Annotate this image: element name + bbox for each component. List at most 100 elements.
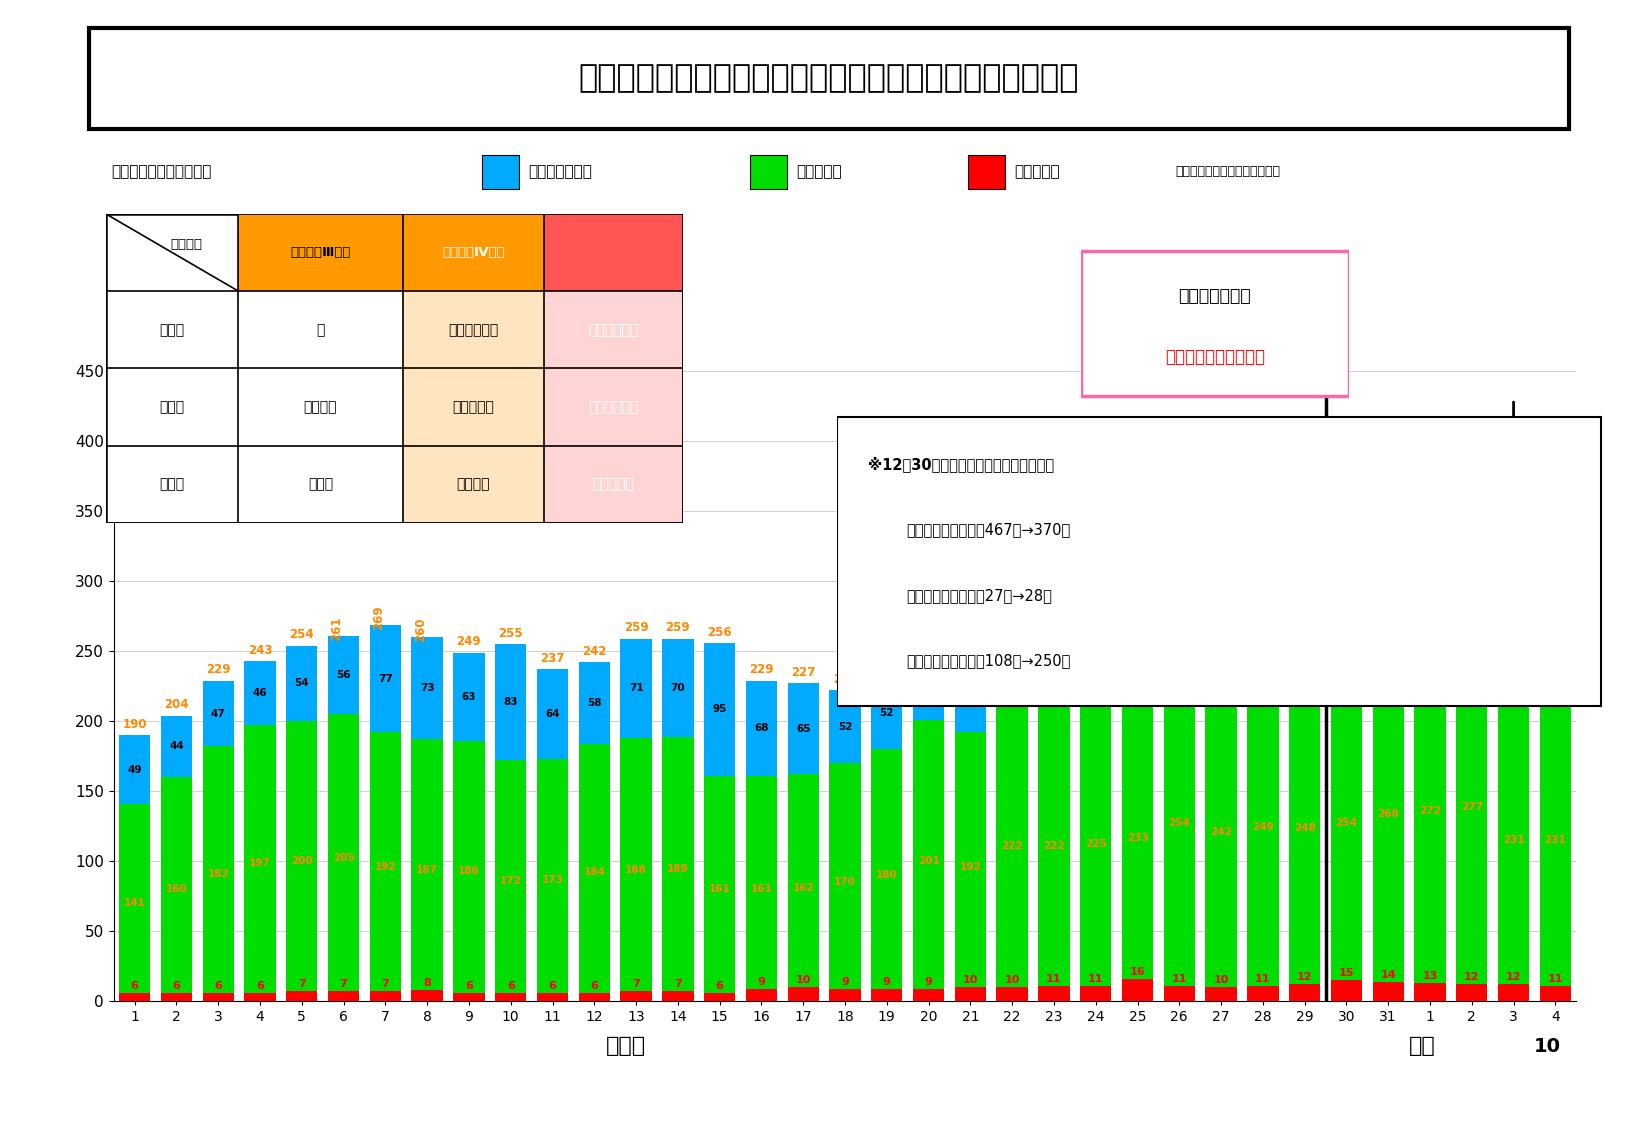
- Bar: [496, 993, 526, 1001]
- Bar: [403, 369, 544, 446]
- Text: 259: 259: [624, 621, 648, 634]
- Text: 231: 231: [1503, 835, 1524, 845]
- Text: 201: 201: [918, 855, 939, 865]
- Text: ：宿泊療養者数: ：宿泊療養者数: [528, 164, 592, 179]
- Text: 入院者: 入院者: [159, 400, 185, 414]
- Bar: [239, 214, 403, 291]
- Text: 9: 9: [925, 976, 933, 987]
- Text: 180: 180: [876, 871, 897, 880]
- Bar: [996, 628, 1029, 691]
- Text: 267: 267: [999, 609, 1012, 632]
- Text: 83: 83: [504, 698, 518, 708]
- Text: 259: 259: [666, 621, 691, 634]
- Bar: [1164, 986, 1194, 1001]
- Bar: [453, 741, 484, 1001]
- Bar: [1456, 984, 1487, 1001]
- Bar: [1540, 519, 1571, 678]
- Text: 335: 335: [1250, 513, 1263, 538]
- Bar: [483, 154, 520, 189]
- Bar: [746, 681, 777, 776]
- Text: １月３日（日）: １月３日（日）: [1178, 287, 1251, 305]
- Bar: [1121, 675, 1154, 1001]
- Bar: [913, 720, 944, 1001]
- Bar: [411, 990, 442, 1001]
- Text: 268: 268: [1378, 809, 1399, 819]
- Text: 16: 16: [1129, 966, 1146, 976]
- Text: 9: 9: [842, 976, 848, 987]
- Text: 12: 12: [1297, 972, 1313, 982]
- Text: 54: 54: [294, 678, 309, 688]
- Bar: [578, 663, 609, 744]
- Text: 261: 261: [330, 616, 343, 641]
- Bar: [1038, 611, 1069, 691]
- Text: 204: 204: [164, 699, 188, 711]
- Bar: [578, 744, 609, 1001]
- Text: 189: 189: [666, 864, 689, 874]
- Text: １４人以上: １４人以上: [593, 477, 634, 492]
- Text: ステージⅣ相当: ステージⅣ相当: [442, 246, 505, 259]
- Bar: [1498, 678, 1529, 1001]
- Text: 222: 222: [1001, 840, 1024, 850]
- Bar: [544, 369, 682, 446]
- Text: 43: 43: [921, 685, 936, 695]
- Text: 46: 46: [254, 688, 266, 699]
- Bar: [829, 989, 861, 1001]
- Bar: [746, 776, 777, 1001]
- Bar: [1540, 678, 1571, 1001]
- Text: 65: 65: [796, 724, 811, 734]
- Bar: [871, 676, 902, 749]
- Text: 141: 141: [124, 898, 146, 908]
- Text: 57: 57: [1046, 646, 1061, 656]
- Bar: [536, 759, 569, 1001]
- Text: 12: 12: [1464, 972, 1479, 982]
- Text: 232: 232: [874, 659, 899, 673]
- Bar: [544, 446, 682, 523]
- Text: １９８人以上: １９８人以上: [449, 323, 499, 336]
- Text: 6: 6: [507, 981, 515, 991]
- Bar: [1289, 984, 1320, 1001]
- Bar: [663, 639, 694, 737]
- Text: 260: 260: [414, 618, 427, 642]
- Text: 304: 304: [1124, 557, 1138, 580]
- Bar: [286, 721, 317, 1001]
- Text: 9: 9: [882, 976, 891, 987]
- Bar: [1456, 613, 1487, 1001]
- Text: 184: 184: [583, 867, 604, 878]
- Text: ステージⅢ相当: ステージⅢ相当: [291, 246, 351, 259]
- Text: １８５人以上: １８５人以上: [588, 400, 639, 414]
- Text: 254: 254: [1168, 819, 1190, 828]
- Bar: [161, 993, 192, 1001]
- Bar: [1414, 621, 1446, 1001]
- Text: 225: 225: [1086, 839, 1107, 848]
- Text: 95: 95: [712, 704, 726, 714]
- Text: 11: 11: [1172, 974, 1186, 983]
- Bar: [1248, 532, 1279, 652]
- Bar: [370, 732, 401, 1001]
- Text: 枠外の数値：療養者総数: 枠外の数値：療養者総数: [111, 164, 211, 179]
- Text: ３７０床: ３７０床: [304, 400, 338, 414]
- Text: 315: 315: [1167, 541, 1180, 566]
- Text: 9: 9: [757, 976, 765, 987]
- Text: 52: 52: [879, 708, 894, 718]
- Text: 93: 93: [1381, 556, 1396, 566]
- Bar: [1289, 654, 1320, 1001]
- Bar: [1373, 626, 1404, 1001]
- FancyBboxPatch shape: [89, 28, 1568, 129]
- Bar: [663, 991, 694, 1001]
- Bar: [788, 684, 819, 774]
- Text: 242: 242: [1211, 827, 1232, 837]
- Text: 11: 11: [1046, 974, 1061, 983]
- Text: 172: 172: [500, 876, 522, 885]
- Text: 103: 103: [1211, 585, 1232, 595]
- Text: 99: 99: [1424, 546, 1436, 556]
- Text: 7: 7: [382, 980, 390, 989]
- Bar: [1038, 691, 1069, 1001]
- Bar: [1373, 982, 1404, 1001]
- Text: 242: 242: [582, 646, 606, 658]
- Text: 269: 269: [372, 605, 385, 630]
- Text: 229: 229: [749, 664, 773, 676]
- Text: 200: 200: [291, 856, 312, 866]
- Text: 295: 295: [1082, 569, 1095, 594]
- Text: 44: 44: [169, 741, 184, 752]
- Text: 387: 387: [1500, 440, 1513, 465]
